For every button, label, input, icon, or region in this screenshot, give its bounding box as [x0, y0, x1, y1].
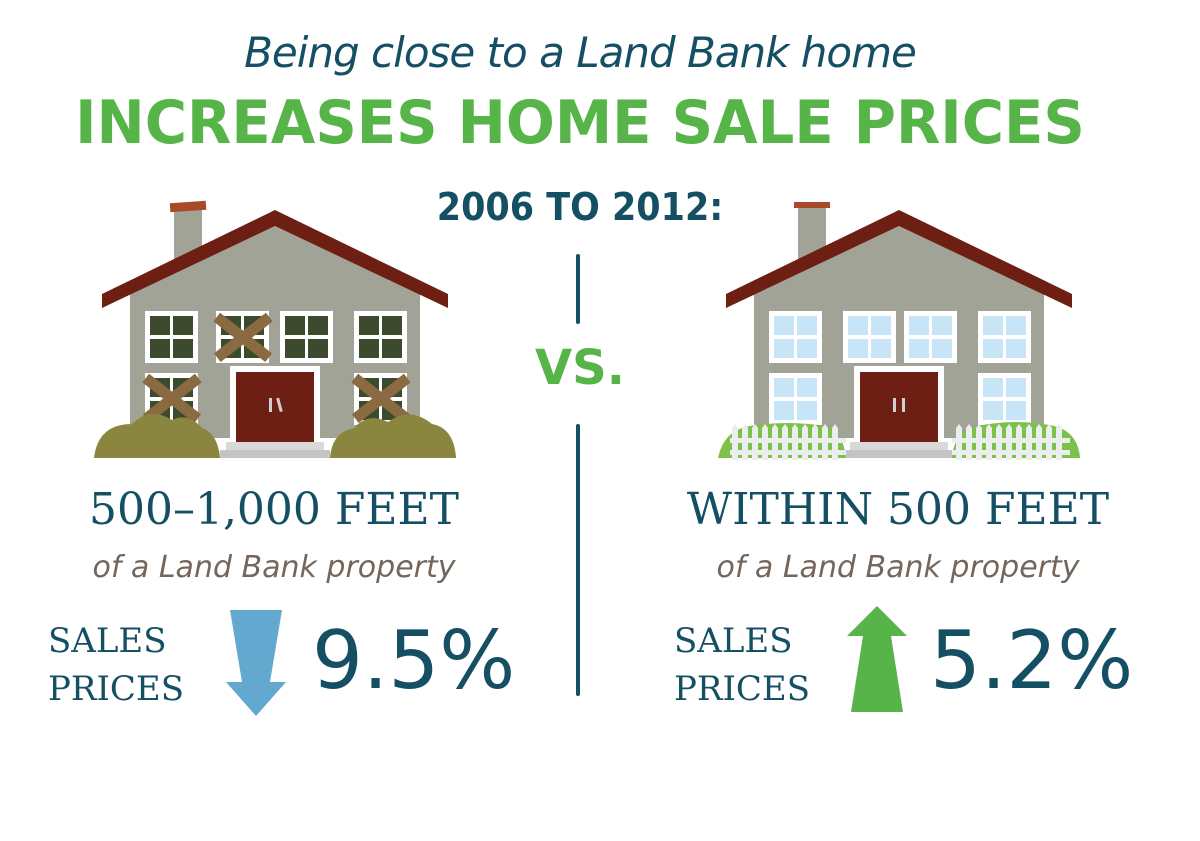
right-distance: WITHIN 500 FEET — [686, 484, 1110, 535]
arrow-up-icon — [847, 606, 907, 712]
subtitle: Being close to a Land Bank home — [244, 28, 917, 77]
right-qualifier: of a Land Bank property — [716, 550, 1080, 585]
left-qualifier: of a Land Bank property — [92, 550, 456, 585]
left-distance: 500–1,000 FEET — [88, 484, 460, 535]
right-metric-line1: SALES — [674, 621, 793, 661]
arrow-down-icon — [226, 610, 286, 716]
left-metric-line2: PRICES — [48, 669, 185, 709]
boarded-house-icon — [94, 200, 456, 458]
left-metric-label: SALES PRICES — [48, 617, 184, 713]
period-label: 2006 TO 2012: — [436, 185, 724, 229]
renovated-house-icon — [718, 202, 1080, 460]
divider-top — [576, 254, 580, 324]
vs-label: VS. — [535, 340, 625, 396]
right-change-value: 5.2% — [930, 614, 1134, 707]
divider-bottom — [576, 424, 580, 696]
right-metric-line2: PRICES — [674, 669, 811, 709]
headline: INCREASES HOME SALE PRICES — [75, 88, 1085, 158]
left-metric-line1: SALES — [48, 621, 167, 661]
right-metric-label: SALES PRICES — [674, 617, 810, 713]
left-change-value: 9.5% — [312, 614, 516, 707]
